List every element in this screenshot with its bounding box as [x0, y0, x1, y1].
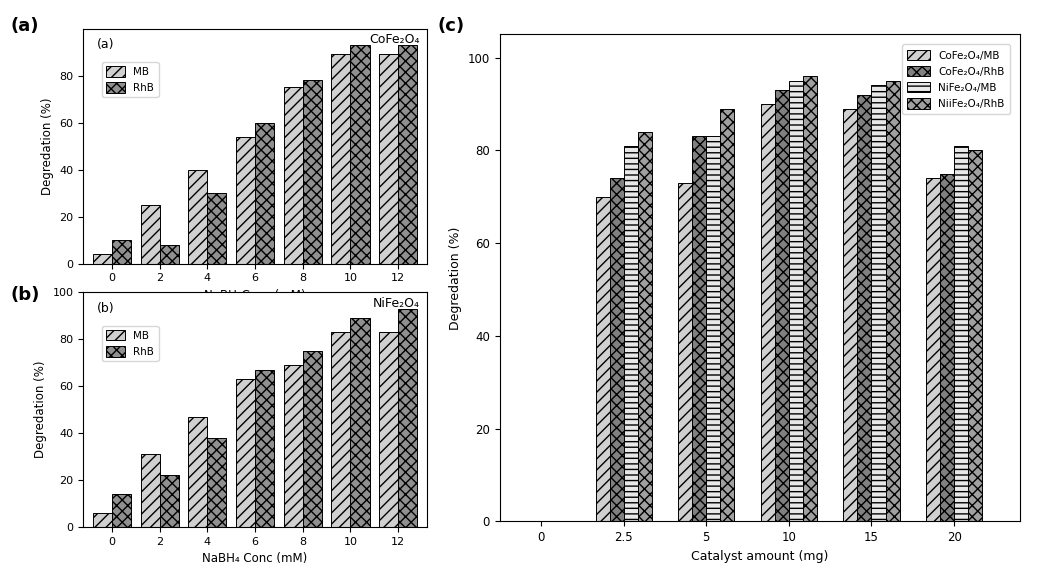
Bar: [803, 76, 817, 521]
Bar: [789, 81, 803, 521]
Text: (b): (b): [10, 286, 40, 304]
Bar: [706, 136, 720, 521]
Bar: [858, 95, 871, 521]
Bar: [379, 332, 399, 527]
X-axis label: Catalyst amount (mg): Catalyst amount (mg): [691, 550, 829, 563]
Legend: CoFe₂O₄/MB, CoFe₂O₄/RhB, NiFe₂O₄/MB, NiiFe₂O₄/RhB: CoFe₂O₄/MB, CoFe₂O₄/RhB, NiFe₂O₄/MB, Nii…: [902, 45, 1010, 114]
Bar: [720, 109, 734, 521]
Text: (a): (a): [97, 38, 115, 51]
Bar: [303, 351, 322, 527]
Legend: MB, RhB: MB, RhB: [102, 62, 158, 97]
X-axis label: NaBH₄Conc (mM): NaBH₄Conc (mM): [204, 289, 306, 302]
Bar: [926, 178, 940, 521]
Bar: [843, 109, 858, 521]
Text: CoFe₂O₄: CoFe₂O₄: [370, 33, 420, 46]
Bar: [871, 85, 886, 521]
Bar: [112, 240, 131, 264]
Bar: [624, 146, 638, 521]
Bar: [159, 245, 179, 264]
Bar: [610, 178, 624, 521]
Bar: [141, 205, 159, 264]
Bar: [692, 136, 706, 521]
Y-axis label: Degredation (%): Degredation (%): [34, 361, 47, 458]
Bar: [678, 183, 692, 521]
Bar: [399, 309, 417, 527]
Y-axis label: Degredation (%): Degredation (%): [449, 226, 462, 329]
Bar: [159, 476, 179, 527]
Bar: [886, 81, 899, 521]
Y-axis label: Degredation (%): Degredation (%): [41, 97, 54, 195]
Bar: [303, 80, 322, 264]
Bar: [93, 254, 112, 264]
Bar: [968, 150, 982, 521]
Bar: [351, 45, 370, 264]
Text: (b): (b): [97, 301, 115, 315]
Bar: [236, 137, 255, 264]
Bar: [940, 174, 955, 521]
X-axis label: NaBH₄ Conc (mM): NaBH₄ Conc (mM): [202, 552, 308, 566]
Bar: [188, 417, 207, 527]
Bar: [93, 513, 112, 527]
Bar: [188, 170, 207, 264]
Text: NiFe₂O₄: NiFe₂O₄: [373, 297, 420, 310]
Bar: [331, 54, 351, 264]
Text: (c): (c): [437, 17, 464, 35]
Bar: [399, 45, 417, 264]
Legend: MB, RhB: MB, RhB: [102, 325, 158, 361]
Bar: [207, 438, 227, 527]
Bar: [236, 379, 255, 527]
Bar: [638, 132, 652, 521]
Bar: [331, 332, 351, 527]
Bar: [255, 370, 274, 527]
Bar: [141, 454, 159, 527]
Bar: [595, 197, 610, 521]
Text: (a): (a): [10, 17, 39, 35]
Bar: [351, 318, 370, 527]
Bar: [775, 90, 789, 521]
Bar: [255, 123, 274, 264]
Bar: [207, 193, 227, 264]
Bar: [112, 494, 131, 527]
Bar: [761, 104, 775, 521]
Bar: [283, 365, 303, 527]
Bar: [955, 146, 968, 521]
Bar: [379, 54, 399, 264]
Bar: [283, 87, 303, 264]
